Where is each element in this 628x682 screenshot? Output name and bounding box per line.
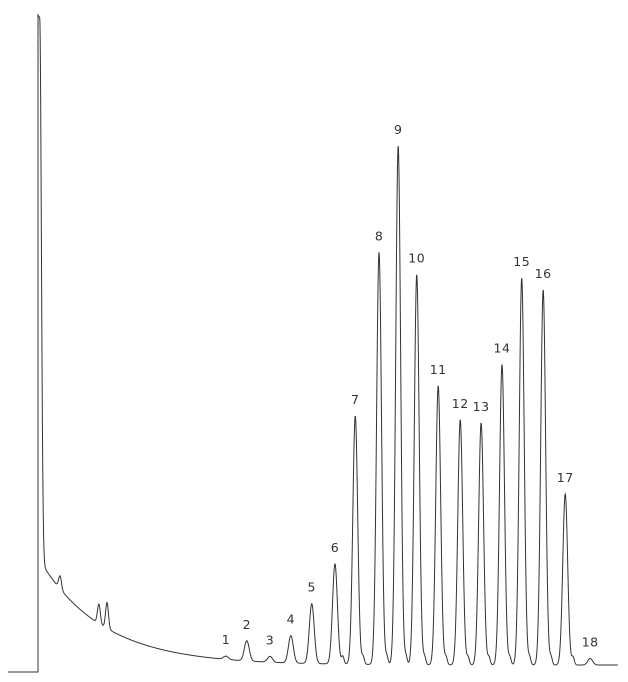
peak-label-10: 10 xyxy=(408,251,425,266)
peak-label-1: 1 xyxy=(222,632,230,647)
peak-label-13: 13 xyxy=(473,399,490,414)
peak-label-8: 8 xyxy=(375,228,383,243)
peak-label-6: 6 xyxy=(331,540,339,555)
peak-label-7: 7 xyxy=(351,392,359,407)
peak-label-9: 9 xyxy=(394,122,402,137)
peak-label-2: 2 xyxy=(243,617,251,632)
peak-label-14: 14 xyxy=(494,341,511,356)
peak-label-4: 4 xyxy=(287,612,295,627)
peak-label-12: 12 xyxy=(452,396,469,411)
peak-label-3: 3 xyxy=(266,632,274,647)
peak-label-15: 15 xyxy=(513,254,530,269)
peak-label-17: 17 xyxy=(557,470,574,485)
chromatogram-trace xyxy=(8,13,618,673)
peak-label-11: 11 xyxy=(430,362,447,377)
peak-label-16: 16 xyxy=(535,266,552,281)
peak-label-5: 5 xyxy=(308,580,316,595)
peak-label-18: 18 xyxy=(582,634,599,649)
